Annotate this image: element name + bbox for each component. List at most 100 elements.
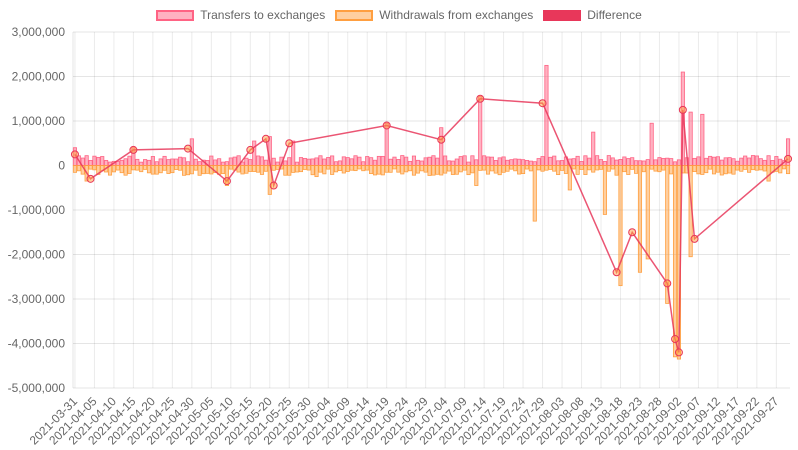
withdrawal-bar (341, 165, 346, 174)
transfer-bar (548, 156, 553, 166)
transfer-bar (489, 156, 494, 166)
withdrawal-bar (653, 165, 658, 172)
withdrawal-bar (369, 165, 374, 175)
withdrawal-bar (131, 165, 136, 171)
y-tick-label: -2,000,000 (8, 248, 66, 262)
withdrawal-bar (244, 165, 249, 174)
y-tick-label: 1,000,000 (12, 114, 66, 128)
withdrawal-bar (228, 165, 233, 170)
transfer-bar (154, 161, 159, 166)
withdrawal-bar (692, 165, 697, 173)
transfer-bar (166, 159, 171, 166)
withdrawal-bar (634, 165, 639, 174)
difference-point (222, 177, 231, 186)
transfer-bar (435, 157, 440, 166)
withdrawal-bar (283, 165, 288, 176)
difference-point (678, 105, 687, 114)
withdrawal-bar (708, 165, 713, 170)
difference-point (129, 145, 138, 154)
transfer-bar (123, 158, 128, 166)
transfer-bar (341, 156, 346, 166)
transfer-bar (509, 159, 514, 166)
transfer-bar (462, 155, 467, 166)
transfer-bar (404, 156, 409, 166)
transfer-bar (665, 157, 670, 166)
withdrawal-bar (669, 165, 674, 175)
withdrawal-bar (376, 165, 381, 175)
transfer-bar (591, 131, 596, 166)
transfer-bar (575, 155, 580, 166)
transfer-bar (758, 158, 763, 166)
transfer-bar (263, 159, 268, 166)
transfer-bar (579, 161, 584, 166)
transfer-bar (182, 157, 187, 166)
y-tick-label: 0 (58, 159, 65, 173)
legend-label: Difference (587, 8, 642, 22)
withdrawal-bar (540, 165, 545, 172)
withdrawal-bar (727, 165, 732, 174)
withdrawal-bar (419, 165, 424, 172)
withdrawal-bar (739, 165, 744, 172)
transfer-bar (766, 155, 771, 166)
legend-swatch (543, 9, 582, 21)
transfer-bar (540, 156, 545, 166)
transfer-bar (392, 156, 397, 166)
withdrawal-bar (696, 165, 701, 175)
transfer-bar (357, 156, 362, 166)
transfer-bar (372, 159, 378, 166)
withdrawal-bar (587, 165, 592, 171)
transfer-bar (704, 157, 709, 166)
withdrawal-bar (182, 165, 187, 176)
withdrawal-bar (415, 165, 420, 174)
legend-swatch (156, 9, 195, 21)
transfer-bar (150, 156, 155, 166)
transfer-bar (396, 159, 401, 166)
transfer-bar (598, 159, 604, 166)
y-tick-label: -3,000,000 (8, 292, 66, 306)
withdrawal-bar (271, 165, 276, 171)
transfer-bar (731, 158, 736, 166)
transfer-bar (517, 158, 522, 166)
withdrawal-bar (497, 165, 502, 176)
legend-item[interactable]: Withdrawals from exchanges (335, 8, 533, 22)
transfer-bar (692, 157, 697, 166)
withdrawal-bar (700, 165, 705, 175)
legend-item[interactable]: Difference (543, 8, 642, 22)
legend-item[interactable]: Transfers to exchanges (156, 8, 325, 22)
transfer-bar (353, 155, 358, 166)
transfer-bar (595, 155, 600, 166)
withdrawal-bar (474, 165, 479, 186)
withdrawal-bar (641, 165, 646, 173)
transfer-bar (314, 157, 319, 166)
withdrawal-bar (478, 165, 483, 171)
withdrawal-bar (162, 165, 167, 171)
transfer-bar (92, 155, 97, 166)
transfer-bar (384, 122, 389, 166)
withdrawal-bar (704, 165, 709, 174)
withdrawal-bar (435, 165, 440, 175)
transfer-bar (708, 155, 713, 166)
y-tick-label: -1,000,000 (8, 203, 66, 217)
transfer-bar (645, 159, 650, 166)
withdrawal-bar (139, 165, 144, 173)
transfer-bar (380, 155, 385, 166)
difference-point (674, 348, 683, 357)
transfer-bar (528, 160, 533, 166)
transfer-bar (388, 158, 393, 166)
withdrawal-bar (758, 165, 763, 171)
withdrawal-bar (559, 165, 565, 171)
transfer-bar (446, 160, 452, 166)
transfer-bar (415, 159, 420, 166)
withdrawal-bar (443, 165, 448, 174)
withdrawal-bar (470, 165, 475, 174)
transfer-bar (723, 157, 728, 166)
transfer-bar (747, 157, 752, 166)
transfer-bar (614, 159, 619, 166)
withdrawal-bar (295, 165, 300, 173)
withdrawal-bar (626, 165, 631, 175)
transfer-bar (275, 161, 280, 166)
withdrawal-bar (248, 165, 253, 172)
withdrawal-bar (345, 165, 350, 172)
transfer-bar (306, 158, 311, 166)
